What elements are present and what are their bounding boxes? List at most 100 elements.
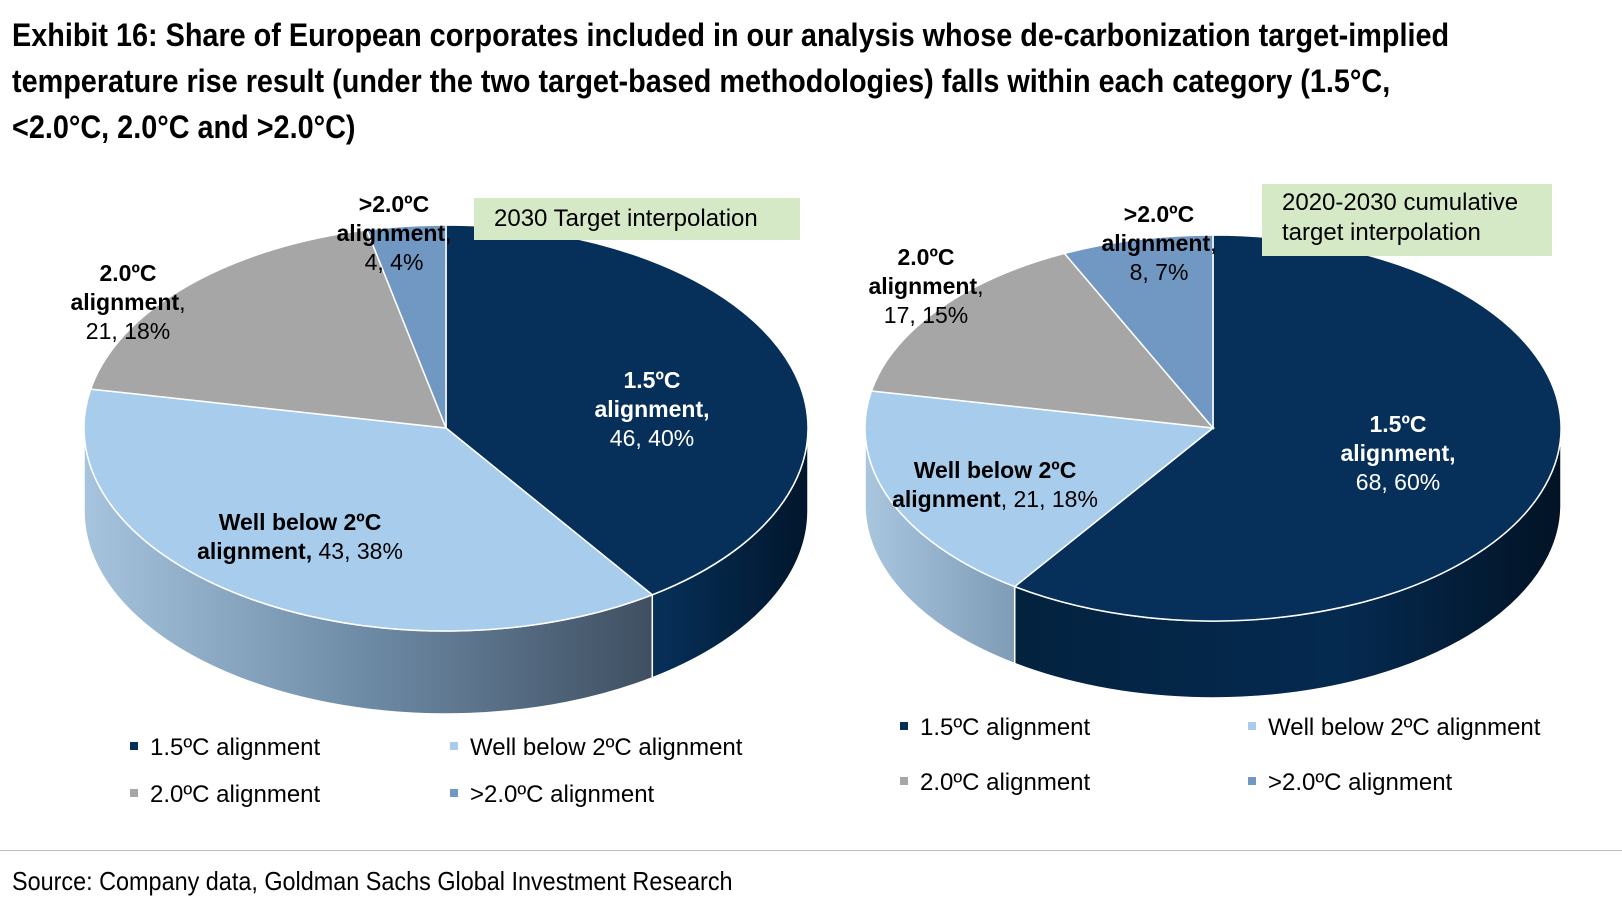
pie-1-label-gt2-line: alignment, bbox=[336, 220, 451, 246]
legend-item-wb2-1: Well below 2ºC alignment bbox=[450, 733, 742, 763]
legend-swatch bbox=[130, 741, 138, 750]
pie-1-label-gt2-part: alignment bbox=[336, 220, 445, 246]
pie-2-label-gt2-part: alignment bbox=[1101, 230, 1210, 256]
pie-2-label-wb2-part: alignment bbox=[892, 486, 1001, 512]
pie-2-slice-wb2 bbox=[864, 390, 1215, 588]
pie-1-label-c15-line: 46, 40% bbox=[610, 425, 694, 451]
pie-1-label-gt2-part: , bbox=[445, 220, 451, 246]
pie-2-label-c15-part: alignment, bbox=[1340, 440, 1455, 466]
source-divider bbox=[0, 850, 1622, 851]
pie-chart-2020-2030-cumulative: 1.5ºC alignment, 68, 60% Well below 2ºC alig… bbox=[864, 201, 1562, 699]
chart-2-title-line-1: 2020-2030 cumulative bbox=[1282, 189, 1519, 216]
pie-2-label-gt2-line: >2.0ºC bbox=[1124, 201, 1194, 227]
legend-item-c15-1: 1.5ºC alignment bbox=[130, 733, 320, 763]
exhibit-title: Exhibit 16: Share of European corporates… bbox=[12, 12, 1452, 150]
chart-2-title-tag: 2020-2030 cumulative target interpolatio… bbox=[1262, 184, 1552, 256]
pie-2-label-c20: 2.0ºC alignment, 17, 15% bbox=[868, 244, 983, 328]
legend-item-gt2-1: >2.0ºC alignment bbox=[450, 780, 654, 810]
pie-1-label-gt2-line: >2.0ºC bbox=[359, 191, 429, 217]
legend-label: 1.5ºC alignment bbox=[150, 734, 321, 761]
pie-1-label-c20-part: 21, 18% bbox=[86, 318, 170, 344]
pie-2-label-c20-line: 17, 15% bbox=[884, 302, 968, 328]
title-line-2: temperature rise result (under the two t… bbox=[12, 63, 1391, 99]
legend-label: >2.0ºC alignment bbox=[470, 781, 655, 808]
legend-swatch bbox=[900, 776, 908, 785]
pie-2-label-c20-part: 2.0ºC bbox=[898, 244, 955, 270]
legend-swatch bbox=[130, 788, 138, 797]
pie-1-slice-gt2 bbox=[365, 224, 447, 429]
pie-2-label-wb2-line: Well below 2ºC bbox=[914, 457, 1077, 483]
pie-2-label-c15-part: 68, 60% bbox=[1356, 469, 1440, 495]
pie-1-label-c20-line: 2.0ºC bbox=[100, 260, 157, 286]
pie-1-label-c20-part: alignment bbox=[70, 289, 179, 315]
chart-2-title-line-2: target interpolation bbox=[1282, 219, 1481, 246]
pie-1-label-gt2-part: >2.0ºC bbox=[359, 191, 429, 217]
pie-2-label-wb2: Well below 2ºC alignment, 21, 18% bbox=[892, 457, 1098, 512]
pie-2-slice-gt2 bbox=[1063, 234, 1214, 431]
legend-item-gt2-2: >2.0ºC alignment bbox=[1248, 768, 1452, 798]
pie-1-label-wb2-part: Well below 2ºC bbox=[219, 509, 382, 535]
pie-1-label-c15-part: alignment, bbox=[594, 396, 709, 422]
pie-1-leader-c20 bbox=[196, 311, 223, 329]
pie-2-label-c15-line: 68, 60% bbox=[1356, 469, 1440, 495]
legend-swatch bbox=[1248, 721, 1256, 730]
pie-1-label-gt2: >2.0ºC alignment, 4, 4% bbox=[336, 191, 451, 275]
pie-1-label-wb2-part: 43, 38% bbox=[312, 538, 403, 564]
source-note: Source: Company data, Goldman Sachs Glob… bbox=[12, 866, 733, 896]
legend-label: 1.5ºC alignment bbox=[920, 714, 1091, 741]
chart-1-title: 2030 Target interpolation bbox=[494, 205, 758, 232]
pie-1-label-c15: 1.5ºC alignment, 46, 40% bbox=[594, 367, 709, 451]
legend-swatch bbox=[1248, 776, 1256, 785]
legend-label: Well below 2ºC alignment bbox=[1268, 714, 1541, 741]
legend-label: 2.0ºC alignment bbox=[150, 781, 321, 808]
pie-2-label-c15-part: 1.5ºC bbox=[1370, 411, 1427, 437]
pie-2-slice-c15 bbox=[1013, 234, 1562, 622]
pie-2-label-c15-line: 1.5ºC bbox=[1370, 411, 1427, 437]
pie-chart-2030-target: 1.5ºC alignment, 46, 40% Well below 2ºC alig… bbox=[70, 191, 809, 715]
pie-2-label-c20-line: alignment, bbox=[868, 273, 983, 299]
chart-1-title-tag: 2030 Target interpolation bbox=[474, 198, 800, 240]
pie-1-label-c20-line: 21, 18% bbox=[86, 318, 170, 344]
legend-swatch bbox=[900, 721, 908, 730]
pie-1-slice-wb2 bbox=[83, 388, 654, 632]
pie-2-label-wb2-part: Well below 2ºC bbox=[914, 457, 1077, 483]
pie-2-label-wb2-line: alignment, 21, 18% bbox=[892, 486, 1098, 512]
pie-1-label-gt2-part: 4, 4% bbox=[365, 249, 424, 275]
pie-1-label-wb2-part: alignment, bbox=[197, 538, 312, 564]
pie-2-label-c20-line: 2.0ºC bbox=[898, 244, 955, 270]
pie-2-label-c15: 1.5ºC alignment, 68, 60% bbox=[1340, 411, 1455, 495]
pie-1-label-c20-part: , bbox=[179, 289, 185, 315]
legend-label: Well below 2ºC alignment bbox=[470, 734, 743, 761]
pie-1-label-c15-line: 1.5ºC bbox=[624, 367, 681, 393]
legend-item-c20-1: 2.0ºC alignment bbox=[130, 780, 320, 810]
pie-2-label-gt2: >2.0ºC alignment, 8, 7% bbox=[1101, 201, 1216, 285]
pie-2-label-gt2-part: , bbox=[1210, 230, 1216, 256]
pie-2-label-gt2-line: alignment, bbox=[1101, 230, 1216, 256]
pie-2-label-gt2-part: 8, 7% bbox=[1130, 259, 1189, 285]
pie-1-label-c20: 2.0ºC alignment, 21, 18% bbox=[70, 260, 185, 344]
pie-1-label-c20-line: alignment, bbox=[70, 289, 185, 315]
pie-1-label-c15-line: alignment, bbox=[594, 396, 709, 422]
pie-2-slice-c20 bbox=[870, 252, 1215, 429]
pie-1-label-c15-part: 46, 40% bbox=[610, 425, 694, 451]
pie-1-label-c15-part: 1.5ºC bbox=[624, 367, 681, 393]
title-line-3: <2.0°C, 2.0°C and >2.0°C) bbox=[12, 109, 356, 145]
pie-1-label-gt2-line: 4, 4% bbox=[365, 249, 424, 275]
pie-2-label-c20-part: 17, 15% bbox=[884, 302, 968, 328]
pie-2-label-gt2-part: >2.0ºC bbox=[1124, 201, 1194, 227]
pie-1-label-wb2-line: Well below 2ºC bbox=[219, 509, 382, 535]
legend-item-c15-2: 1.5ºC alignment bbox=[900, 713, 1090, 743]
legend-item-c20-2: 2.0ºC alignment bbox=[900, 768, 1090, 798]
pie-1-label-wb2-line: alignment, 43, 38% bbox=[197, 538, 403, 564]
pie-2-label-c20-part: alignment bbox=[868, 273, 977, 299]
pie-2-label-gt2-line: 8, 7% bbox=[1130, 259, 1189, 285]
legend-label: >2.0ºC alignment bbox=[1268, 769, 1453, 796]
pie-2-label-c15-line: alignment, bbox=[1340, 440, 1455, 466]
legend-label: 2.0ºC alignment bbox=[920, 769, 1091, 796]
pie-1-label-wb2: Well below 2ºC alignment, 43, 38% bbox=[197, 509, 403, 564]
pie-2-label-wb2-part: , 21, 18% bbox=[1001, 486, 1098, 512]
title-line-1: Exhibit 16: Share of European corporates… bbox=[12, 17, 1450, 53]
pie-1-label-c20-part: 2.0ºC bbox=[100, 260, 157, 286]
legend-item-wb2-2: Well below 2ºC alignment bbox=[1248, 713, 1540, 743]
